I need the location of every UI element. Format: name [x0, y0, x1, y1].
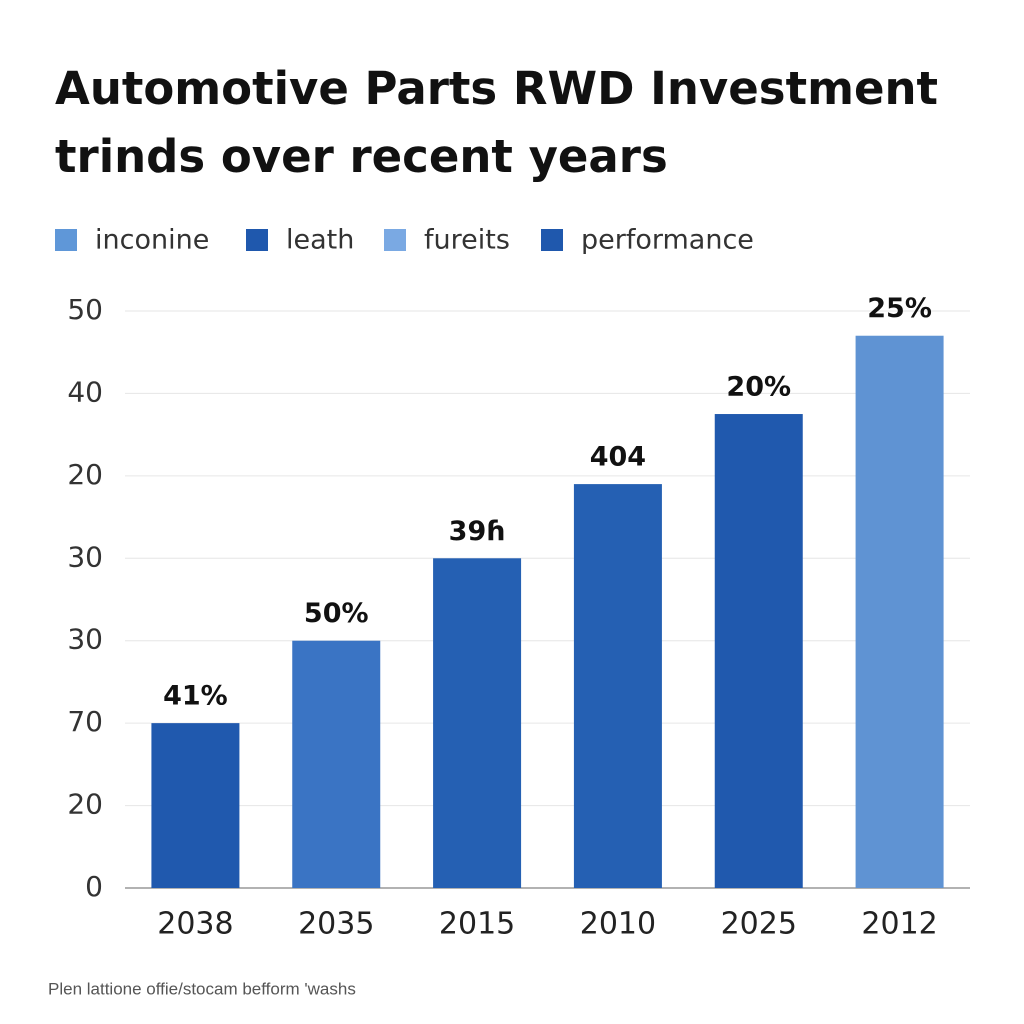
x-tick-label: 2015: [439, 907, 515, 942]
y-tick-label: 30: [67, 623, 103, 656]
bar-annotation: 404: [590, 442, 646, 473]
x-tick-label: 2038: [157, 907, 233, 942]
chart-title: Automotive Parts RWD Investment: [55, 62, 938, 115]
bar: [151, 723, 240, 888]
bar: [292, 640, 381, 888]
legend-label: fureits: [424, 225, 510, 256]
legend-swatch: [384, 229, 406, 251]
y-tick-label: 50: [67, 293, 103, 326]
x-tick-label: 2012: [861, 907, 937, 942]
y-tick-label: 0: [85, 870, 103, 903]
legend-swatch: [55, 229, 77, 251]
legend-label: leath: [286, 225, 354, 256]
bar-annotation: 20%: [726, 372, 791, 403]
chart-title: trinds over recent years: [55, 130, 668, 183]
bar: [573, 484, 662, 888]
x-tick-label: 2025: [721, 907, 797, 942]
legend-swatch: [541, 229, 563, 251]
y-tick-label: 30: [67, 540, 103, 573]
bar: [433, 558, 522, 888]
bar-annotation: 41%: [163, 681, 228, 712]
legend-label: inconine: [95, 225, 209, 256]
bar-annotation: 25%: [867, 293, 932, 324]
bar: [855, 335, 944, 888]
footnote: Plen lattione offie/stocam befform 'wash…: [48, 979, 356, 998]
x-tick-label: 2010: [580, 907, 656, 942]
y-tick-label: 70: [67, 705, 103, 738]
legend-swatch: [246, 229, 268, 251]
y-tick-label: 20: [67, 458, 103, 491]
legend-label: performance: [581, 225, 754, 256]
bar-annotation: 50%: [304, 598, 369, 629]
y-tick-label: 40: [67, 375, 103, 408]
y-tick-label: 20: [67, 788, 103, 821]
bar: [714, 414, 803, 888]
x-tick-label: 2035: [298, 907, 374, 942]
bar-annotation: 39ɦ: [449, 516, 506, 547]
